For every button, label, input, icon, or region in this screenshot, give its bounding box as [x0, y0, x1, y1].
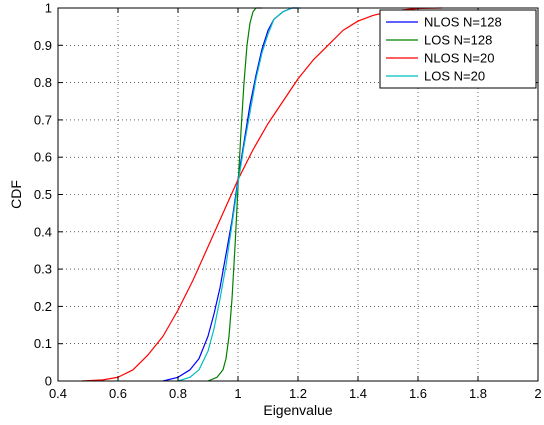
y-axis-label: CDF — [8, 180, 24, 209]
legend-label: LOS N=128 — [424, 33, 492, 48]
y-tick-label: 0.3 — [34, 262, 52, 277]
x-tick-label: 1.6 — [409, 386, 427, 401]
y-tick-label: 0.2 — [34, 299, 52, 314]
legend-box — [379, 9, 537, 89]
y-tick-label: 0 — [45, 374, 52, 389]
y-tick-label: 0.7 — [34, 112, 52, 127]
x-tick-label: 1.2 — [289, 386, 307, 401]
x-tick-label: 1 — [234, 386, 241, 401]
y-tick-label: 0.4 — [34, 224, 52, 239]
x-tick-label: 0.6 — [109, 386, 127, 401]
x-tick-label: 1.4 — [349, 386, 367, 401]
series-layer — [81, 7, 443, 382]
y-tick-label: 0.6 — [34, 150, 52, 165]
x-tick-label: 0.8 — [169, 386, 187, 401]
legend-label: NLOS N=128 — [424, 15, 502, 30]
y-tick-label: 0.8 — [34, 75, 52, 90]
x-axis-label: Eigenvalue — [263, 402, 332, 418]
y-tick-label: 1 — [45, 1, 52, 16]
series-line-4 — [177, 7, 301, 382]
legend: NLOS N=128 LOS N=128 NLOS N=20 LOS N=20 — [379, 9, 537, 89]
grid — [58, 8, 538, 381]
x-tick-label: 0.4 — [49, 386, 67, 401]
ticks: 0.4 0.6 0.8 1 1.2 1.4 1.6 1.8 2 0 0.1 0.2 0.3 0.4 0.5 0… — [34, 1, 542, 402]
series-line-3 — [81, 7, 443, 382]
x-tick-label: 1.8 — [469, 386, 487, 401]
y-tick-label: 0.5 — [34, 187, 52, 202]
x-tick-label: 2 — [534, 386, 541, 401]
legend-label: LOS N=20 — [424, 69, 485, 84]
legend-label: NLOS N=20 — [424, 51, 494, 66]
y-tick-label: 0.1 — [34, 336, 52, 351]
y-tick-label: 0.9 — [34, 38, 52, 53]
